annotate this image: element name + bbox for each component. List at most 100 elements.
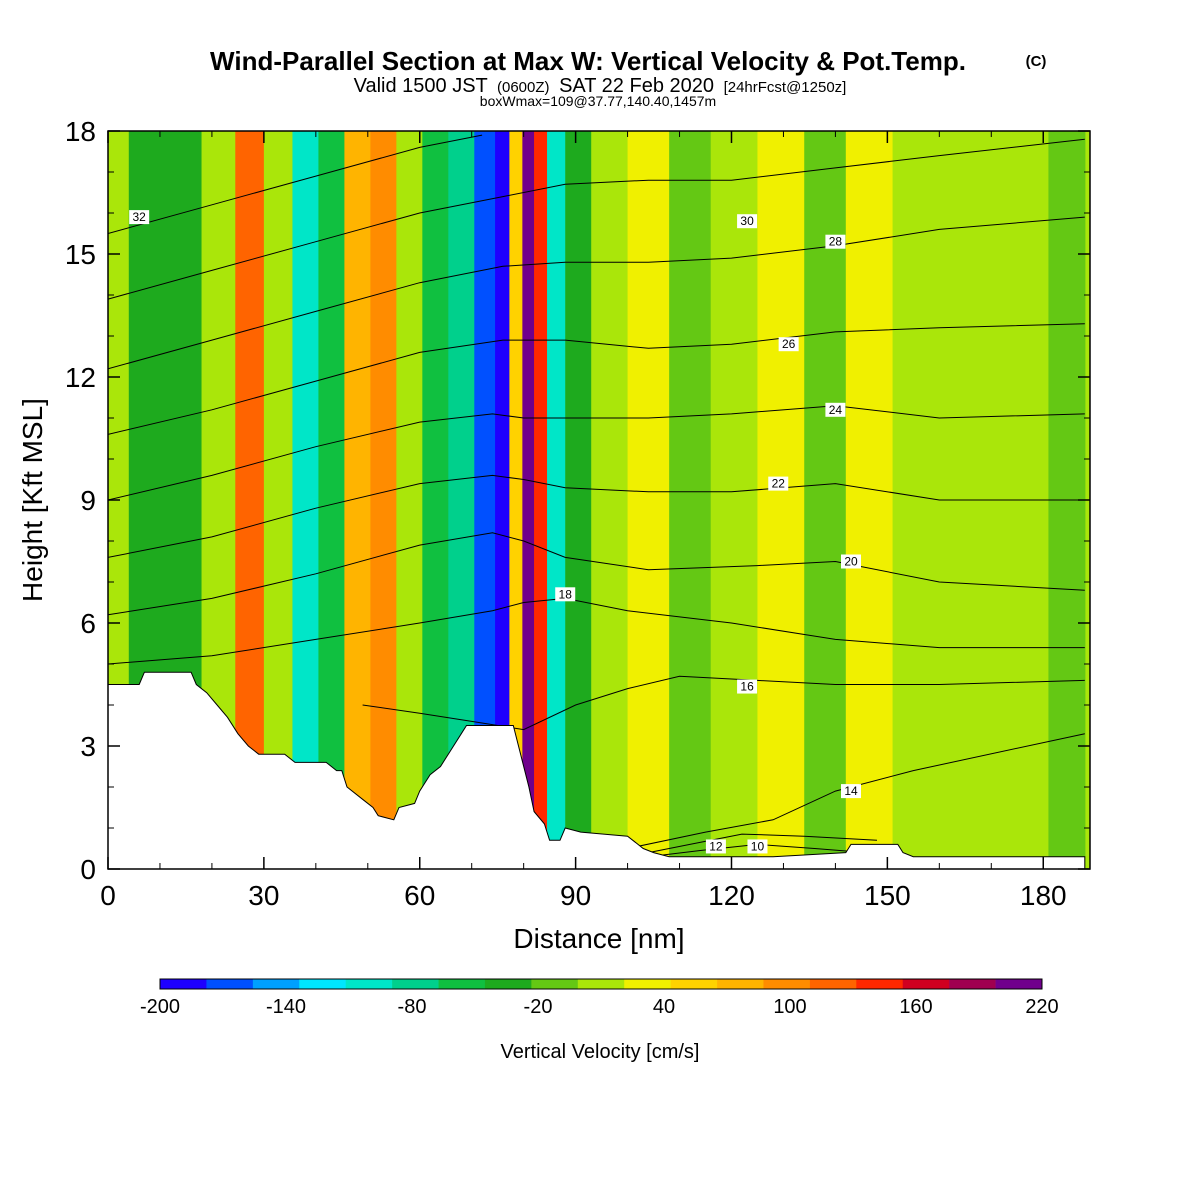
y-tick-label: 9 <box>80 485 96 516</box>
isentrope-labels: 10 12 14 16 18 20 22 24 26 28 30 32 <box>129 210 861 854</box>
velocity-column <box>370 131 397 869</box>
velocity-column <box>522 131 535 869</box>
colorbar-tick-label: 100 <box>773 996 806 1018</box>
y-tick-label: 3 <box>80 731 96 762</box>
axes: 0 30 60 90 120 150 180 0 3 6 9 12 15 18 <box>65 116 1090 911</box>
colorbar-tick-label: 220 <box>1025 996 1058 1018</box>
x-tick-label: 90 <box>560 880 591 911</box>
svg-text:24: 24 <box>829 403 843 417</box>
colorbar-frame <box>159 978 1043 990</box>
svg-text:32: 32 <box>132 210 146 224</box>
colorbar-swatch <box>717 979 764 989</box>
svg-text:30: 30 <box>740 214 754 228</box>
colorbar-swatch <box>995 979 1043 989</box>
isentrope-label: 30 <box>737 214 758 229</box>
colorbar-swatch <box>531 979 579 989</box>
colorbar-swatch <box>624 979 671 989</box>
y-tick-label: 6 <box>80 608 96 639</box>
isentrope-line <box>108 405 1085 501</box>
velocity-column <box>845 131 894 869</box>
valid-time-subtitle: Valid 1500 JST (0600Z) SAT 22 Feb 2020 [… <box>354 75 847 97</box>
velocity-column <box>318 131 346 869</box>
svg-text:26: 26 <box>782 337 796 351</box>
velocity-column <box>627 131 670 869</box>
x-tick-label: 150 <box>864 880 911 911</box>
isentrope-label: 14 <box>840 784 861 799</box>
colorbar-tick-label: 40 <box>653 996 675 1018</box>
velocity-column <box>292 131 320 869</box>
y-axis-label: Height [Kft MSL] <box>17 398 48 602</box>
isentrope-label: 10 <box>747 839 768 854</box>
colorbar-swatch <box>345 979 393 989</box>
y-tick-label: 12 <box>65 362 96 393</box>
x-tick-label: 30 <box>248 880 279 911</box>
svg-text:28: 28 <box>829 235 843 249</box>
svg-text:22: 22 <box>772 477 786 491</box>
y-tick-label: 18 <box>65 116 96 147</box>
svg-text:18: 18 <box>559 587 573 601</box>
isentrope-line <box>108 216 1085 370</box>
colorbar-swatch <box>252 979 300 989</box>
velocity-column <box>495 131 510 869</box>
colorbar-swatch <box>856 979 904 989</box>
colorbar-tick-label: -200 <box>140 996 180 1018</box>
x-tick-label: 60 <box>404 880 435 911</box>
isentrope-line <box>108 323 1085 435</box>
isentrope-line <box>108 474 1085 558</box>
isentrope-label: 16 <box>737 679 758 694</box>
x-tick-label: 180 <box>1020 880 1067 911</box>
colorbar-swatch <box>484 979 532 989</box>
valid-utc: (0600Z) <box>497 79 550 96</box>
isentrope-label: 12 <box>705 839 726 854</box>
colorbar-swatch <box>577 979 625 989</box>
svg-text:16: 16 <box>740 680 754 694</box>
x-axis-label: Distance [nm] <box>513 923 684 954</box>
velocity-column <box>591 131 629 869</box>
isentrope-label: 26 <box>778 337 799 352</box>
colorbar-swatch <box>902 979 950 989</box>
colorbar-swatch <box>949 979 996 989</box>
velocity-column <box>263 131 294 869</box>
colorbar-swatch <box>809 979 857 989</box>
colorbar-swatch <box>438 979 486 989</box>
isentrope-label: 32 <box>129 210 150 225</box>
isentrope-label: 18 <box>555 587 576 602</box>
x-tick-label: 120 <box>708 880 755 911</box>
velocity-column <box>710 131 759 869</box>
velocity-column <box>509 131 523 869</box>
isentrope-label: 28 <box>825 234 846 249</box>
colorbar-tick-label: -140 <box>266 996 306 1018</box>
svg-text:10: 10 <box>751 839 765 853</box>
colorbar-swatch <box>670 979 718 989</box>
isentrope-line <box>108 134 483 234</box>
valid-date: SAT 22 Feb 2020 <box>559 75 714 97</box>
colorbar-swatch <box>160 979 207 989</box>
colorbar-swatch <box>763 979 811 989</box>
terrain-mask <box>108 671 1086 869</box>
isentrope-label: 20 <box>840 554 861 569</box>
colorbar-tick-label: -20 <box>524 996 553 1018</box>
velocity-column <box>565 131 592 869</box>
svg-text:14: 14 <box>844 784 858 798</box>
velocity-column <box>422 131 449 869</box>
isentrope-line <box>627 733 1085 849</box>
velocity-column <box>757 131 805 869</box>
isentrope-label: 24 <box>825 402 846 417</box>
svg-text:12: 12 <box>709 839 723 853</box>
x-tick-label: 0 <box>100 880 116 911</box>
svg-text:20: 20 <box>844 555 858 569</box>
velocity-column <box>534 131 548 869</box>
colorbar-tick-label: -80 <box>398 996 427 1018</box>
valid-prefix: Valid 1500 JST <box>354 75 488 97</box>
box-info: boxWmax=109@37.77,140.40,1457m <box>480 93 716 109</box>
copyright-mark: (C) <box>1026 53 1047 70</box>
colorbar-tick-label: 160 <box>899 996 932 1018</box>
isentrope-label: 22 <box>768 476 789 491</box>
colorbar: -200 -140 -80 -20 40 100 160 220 <box>140 978 1059 1018</box>
colorbar-swatch <box>299 979 346 989</box>
plot-area: 10 12 14 16 18 20 22 24 26 28 30 32 <box>108 131 1090 869</box>
y-tick-label: 15 <box>65 239 96 270</box>
velocity-column <box>547 131 566 869</box>
forecast-info: [24hrFcst@1250z] <box>724 79 847 96</box>
